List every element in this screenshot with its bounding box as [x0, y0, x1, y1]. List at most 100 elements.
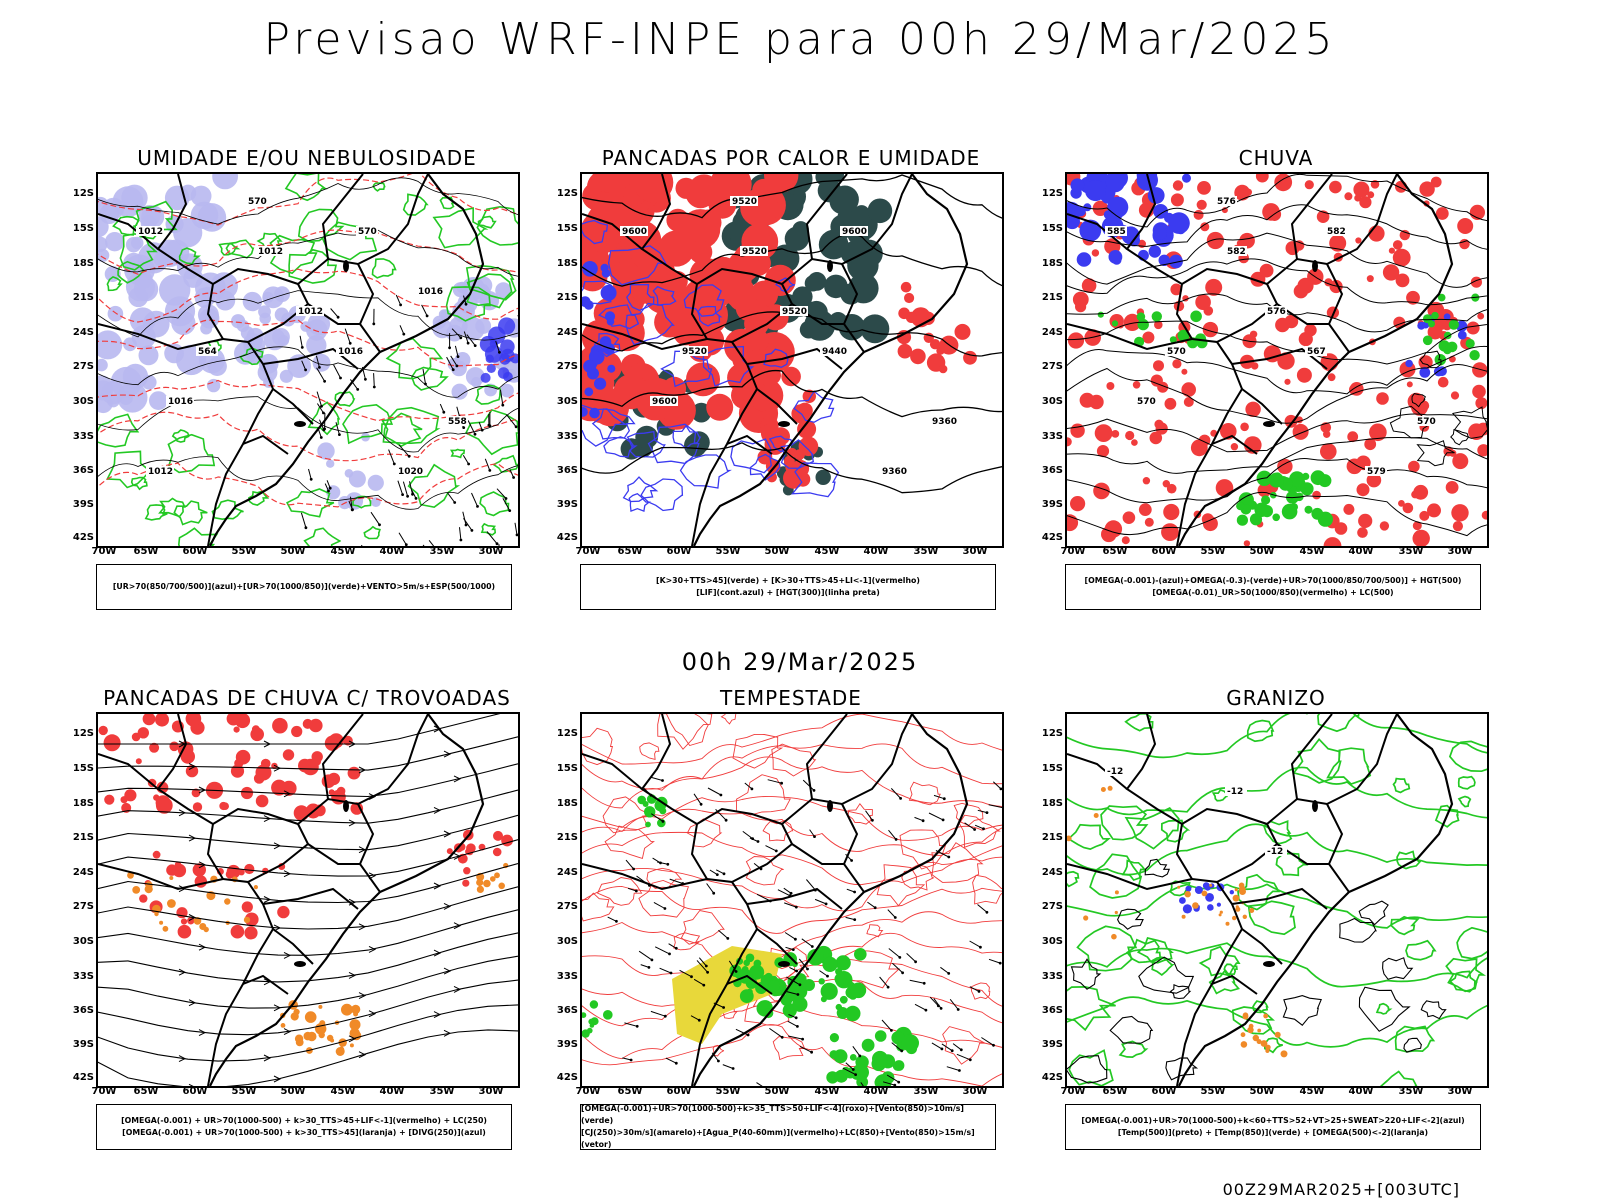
wind-vector-head — [322, 411, 325, 415]
rain-area-red — [1070, 496, 1086, 512]
rain-area-red — [1472, 362, 1487, 378]
wind-area-green — [881, 1071, 895, 1084]
rain-area-red — [1392, 248, 1411, 267]
wind-vector-head — [424, 382, 427, 386]
pressure-contour — [98, 177, 518, 225]
lifted-index-contour — [582, 280, 615, 307]
instability-area-red — [688, 174, 720, 207]
streamline-arrow — [283, 1028, 292, 1036]
wind-area-green — [749, 964, 765, 980]
rain-area-red — [1392, 240, 1403, 250]
contour-label: 1016 — [418, 287, 443, 297]
rain-area-red — [1355, 237, 1362, 244]
rain-area-red — [1079, 392, 1095, 408]
border-line — [156, 714, 224, 880]
pressure-contour — [98, 456, 518, 510]
humidity-area-upper — [190, 185, 212, 207]
humidity-area-upper — [447, 358, 461, 371]
rain-area-green — [1136, 312, 1146, 321]
contour-label-bg — [1365, 466, 1387, 476]
humidity-contour-lower — [465, 264, 517, 301]
wind-vector — [462, 455, 470, 465]
temp850-contour — [1394, 1025, 1436, 1053]
rain-area-red — [1096, 445, 1110, 458]
wind-area-green — [764, 972, 773, 982]
wind-vector-head — [364, 377, 367, 381]
border-line — [756, 388, 798, 425]
wind-vector — [450, 355, 458, 367]
height-contour — [1067, 204, 1487, 250]
border-line — [307, 843, 360, 865]
rain-area-red — [1182, 295, 1189, 302]
rain-area-red — [1166, 483, 1177, 494]
wind-area-green — [743, 959, 750, 967]
wind-vector — [693, 793, 702, 805]
wind-vector-head — [487, 423, 491, 427]
wind-vector — [652, 857, 661, 864]
legend-line: [OMEGA(-0.001) + UR>70(1000-500) + k>30_… — [122, 1128, 486, 1137]
humidity-contour-lower — [382, 406, 441, 445]
lifted-index-contour — [679, 454, 732, 489]
rain-area-red — [1357, 527, 1368, 538]
temp500-contour — [1358, 900, 1389, 926]
streamline-arrow — [178, 885, 187, 893]
wind-vector-head — [812, 789, 816, 792]
precipitable-water-contour-closed — [673, 932, 701, 951]
wind-area-green — [829, 1033, 839, 1043]
wind-vector-head — [717, 1059, 720, 1063]
rain-area-red — [1183, 397, 1194, 407]
lon-tick-label: 65W — [617, 546, 643, 557]
contour-label: 1016 — [168, 397, 193, 407]
humidity-contour-lower — [402, 193, 429, 216]
temp500-contour — [1339, 917, 1377, 943]
humidity-area-core — [486, 363, 496, 373]
border-line — [207, 338, 275, 546]
wind-vector — [451, 328, 462, 339]
wind-vector-head — [719, 793, 723, 797]
storm-area-red — [177, 924, 192, 939]
temp850-contour — [1445, 957, 1487, 993]
wind-vector — [940, 966, 949, 974]
rain-area-red — [1251, 362, 1259, 370]
map-area: 1012 1012 1012 1016 1016 1020 570 570 564 558 1012… — [96, 172, 520, 548]
lon-tick-label: 40W — [863, 546, 889, 557]
wind-area-green — [820, 996, 827, 1003]
wind-vector-head — [356, 388, 360, 391]
border-line — [726, 434, 773, 455]
rain-area-red — [1475, 397, 1487, 410]
wind-vector-head — [999, 787, 1002, 791]
wind-vector — [906, 953, 916, 963]
rain-area-red — [1402, 502, 1414, 514]
map-graphic: 585 582 576 570 567 579 576 582 570 570 — [1067, 174, 1487, 546]
contour-label: 570 — [248, 197, 267, 207]
streamline-arrow — [348, 1035, 357, 1043]
contour-label: 558 — [448, 417, 467, 427]
wind-vector — [669, 878, 683, 884]
wind-vector — [802, 779, 815, 791]
rain-area-red — [1451, 504, 1469, 522]
wind-vector-head — [504, 497, 508, 500]
contour-label: -12 — [1267, 847, 1283, 857]
wind-vector — [333, 364, 341, 379]
wind-vector-head — [798, 983, 802, 987]
wind-vector-head — [894, 838, 898, 841]
streamline-arrow — [358, 766, 367, 774]
storm-area-orange — [132, 886, 141, 894]
contour-label: 564 — [198, 347, 217, 357]
contour-label-bg — [1135, 396, 1157, 406]
wind-area-green — [845, 1005, 861, 1022]
precipitable-water-contour-closed — [735, 774, 791, 816]
coastline — [209, 714, 485, 1086]
rain-area-red — [1395, 273, 1410, 288]
contour-label-bg — [146, 466, 174, 476]
contour-label-bg — [336, 346, 364, 356]
streamline-arrow — [443, 967, 452, 975]
wind-vector — [981, 1037, 994, 1046]
wind-vector — [784, 902, 797, 908]
wind-vector — [402, 481, 409, 497]
rain-area-blue — [1108, 250, 1123, 264]
precipitable-water-contour-closed — [942, 1026, 986, 1065]
wind-vector-head — [731, 1067, 735, 1070]
rain-area-red — [1346, 458, 1363, 475]
wind-vector-head — [924, 1008, 928, 1012]
